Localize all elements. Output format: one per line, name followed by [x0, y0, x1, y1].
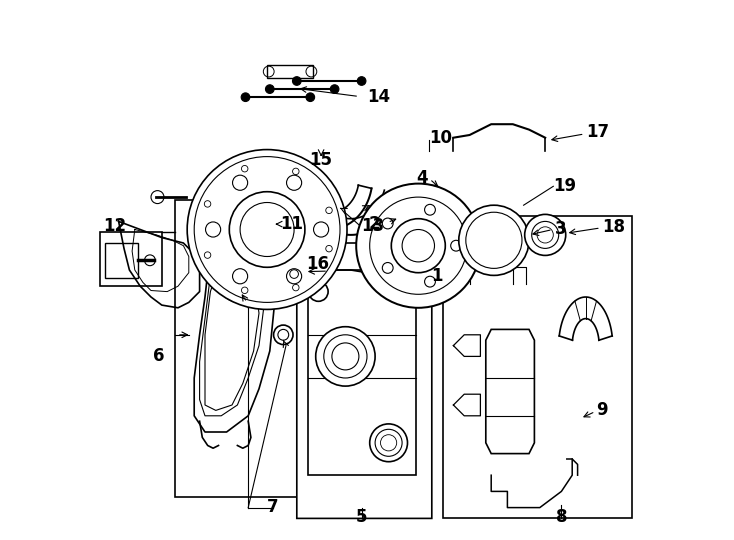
Bar	[100, 232, 161, 286]
Circle shape	[525, 214, 566, 255]
Circle shape	[424, 276, 435, 287]
Text: 4: 4	[416, 169, 428, 187]
Text: 8: 8	[556, 509, 567, 526]
Text: 9: 9	[597, 401, 608, 420]
Bar	[105, 243, 137, 278]
Circle shape	[306, 93, 315, 102]
Circle shape	[382, 218, 393, 229]
Circle shape	[187, 150, 347, 309]
Text: 10: 10	[429, 129, 452, 147]
Text: 15: 15	[310, 151, 333, 169]
Circle shape	[316, 327, 375, 386]
Bar	[175, 200, 310, 497]
Polygon shape	[486, 329, 534, 454]
Circle shape	[266, 85, 274, 93]
Circle shape	[241, 93, 250, 102]
Text: 16: 16	[306, 255, 330, 273]
Text: 3: 3	[555, 220, 567, 239]
Text: 19: 19	[553, 177, 576, 195]
Polygon shape	[297, 243, 432, 518]
Text: 14: 14	[367, 88, 390, 106]
Bar	[286, 267, 308, 281]
Circle shape	[382, 262, 393, 273]
Bar	[443, 216, 631, 518]
Text: 1: 1	[431, 267, 442, 285]
Text: 7: 7	[266, 498, 278, 516]
Bar	[308, 270, 415, 475]
Circle shape	[370, 424, 407, 462]
Text: 5: 5	[356, 509, 367, 526]
Bar	[267, 65, 313, 78]
Circle shape	[459, 205, 529, 275]
Circle shape	[356, 184, 480, 308]
Circle shape	[451, 240, 462, 251]
Text: 18: 18	[602, 218, 625, 236]
Text: 17: 17	[586, 123, 608, 141]
Circle shape	[424, 204, 435, 215]
Text: 12: 12	[103, 217, 126, 235]
Circle shape	[292, 77, 301, 85]
Text: 13: 13	[362, 217, 385, 235]
Text: 11: 11	[280, 215, 304, 233]
Text: 6: 6	[153, 347, 164, 366]
Circle shape	[330, 85, 339, 93]
Circle shape	[357, 77, 366, 85]
Text: 2: 2	[369, 215, 380, 233]
